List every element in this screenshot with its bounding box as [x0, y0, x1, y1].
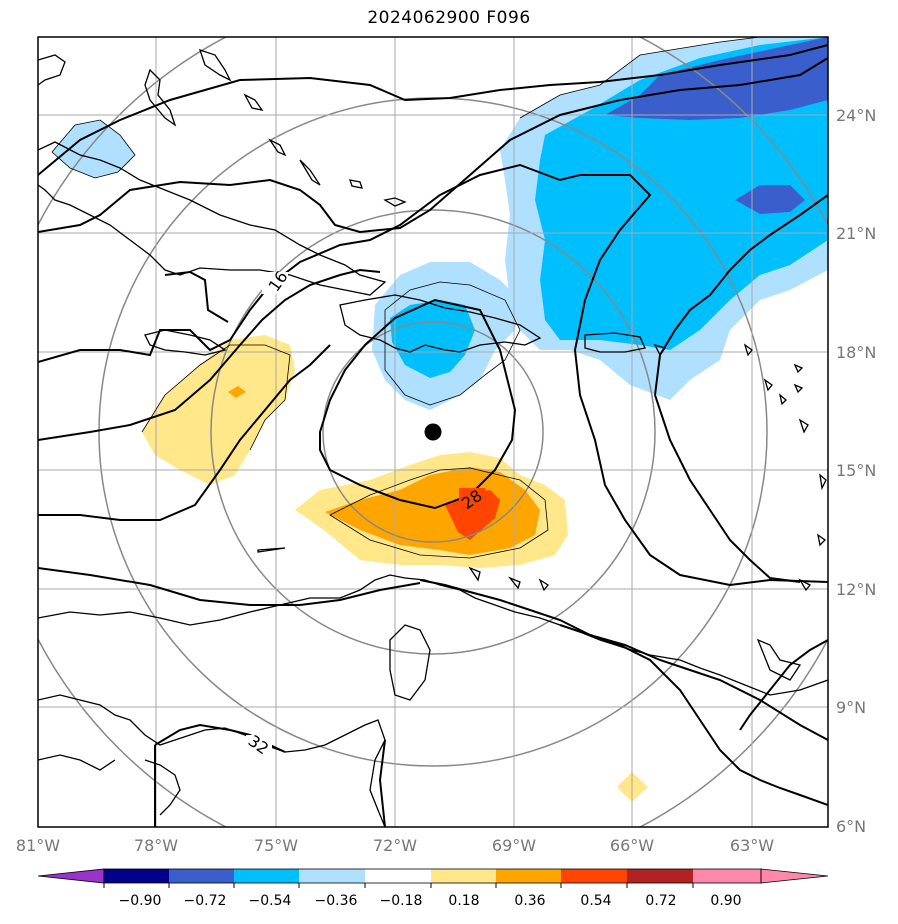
- lon-label-75w: 75°W: [254, 836, 298, 855]
- lat-label-12n: 12°N: [836, 580, 876, 599]
- contour-labels: 16 28 32: [245, 267, 486, 758]
- contour-mid-3: [164, 270, 229, 323]
- coast-cuba: [38, 141, 387, 296]
- colorbar-extend-low: [37, 868, 105, 884]
- positive-region-west: [142, 335, 295, 485]
- contour-mid-1: [38, 163, 828, 587]
- lat-label-18n: 18°N: [836, 343, 876, 362]
- colorbar-tick-1: −0.90: [119, 893, 162, 909]
- coast-florida: [38, 54, 66, 86]
- lat-label-6n: 6°N: [836, 817, 866, 836]
- colorbar-tick-8: 0.54: [580, 893, 611, 909]
- colorbar-tick-4: −0.36: [315, 893, 358, 909]
- positive-region-south-strong: [445, 490, 500, 540]
- lat-axis: 24°N 21°N 18°N 15°N 12°N 9°N 6°N: [836, 106, 876, 836]
- colorbar: −0.90 −0.72 −0.54 −0.36 −0.18 0.18 0.36 …: [37, 868, 829, 909]
- lon-label-78w: 78°W: [134, 836, 178, 855]
- coastlines: [38, 48, 828, 827]
- contour-south-vertical: [378, 739, 386, 827]
- coast-puerto-rico: [584, 332, 646, 353]
- lon-axis: 81°W 78°W 75°W 72°W 69°W 66°W 63°W: [16, 836, 774, 855]
- distance-ring-1: [322, 321, 544, 543]
- colorbar-swatch-6: [431, 869, 496, 883]
- plot-title: 2024062900 F096: [367, 8, 531, 28]
- colorbar-tick-9: 0.72: [645, 893, 676, 909]
- colorbar-tick-3: −0.54: [249, 893, 292, 909]
- lon-label-69w: 69°W: [492, 836, 536, 855]
- contour-south-2: [38, 567, 421, 606]
- contour-ese: [559, 624, 828, 741]
- colorbar-tick-6: 0.18: [448, 893, 479, 909]
- colorbar-extend-high: [760, 868, 829, 884]
- colorbar-tick-5: −0.18: [380, 893, 423, 909]
- lat-label-21n: 21°N: [836, 224, 876, 243]
- positive-small-west: [228, 386, 246, 398]
- contour-north-1: [38, 44, 828, 176]
- anomaly-shading: [52, 37, 828, 802]
- height-contours: [38, 44, 828, 827]
- storm-center-marker: [424, 423, 442, 441]
- contour-mid-2: [38, 268, 381, 441]
- lat-label-24n: 24°N: [836, 106, 876, 125]
- colorbar-swatch-5: [365, 869, 431, 883]
- contour-east-outer: [739, 639, 828, 731]
- colorbar-tick-2: −0.72: [184, 893, 227, 909]
- thin-contours: [51, 37, 761, 559]
- negative-region-hispaniola-mid: [390, 300, 475, 378]
- positive-region-south-mid: [325, 467, 540, 555]
- colorbar-swatch-8: [561, 869, 627, 883]
- distance-ring-2: [210, 209, 656, 655]
- lat-label-15n: 15°N: [836, 461, 876, 480]
- coast-jamaica: [144, 329, 227, 356]
- colorbar-swatch-10: [693, 869, 761, 883]
- contour-se: [419, 579, 828, 806]
- coast-south-america: [257, 547, 286, 553]
- colorbar-swatch-3: [234, 869, 299, 883]
- colorbar-swatch-2: [169, 869, 234, 883]
- map-frame: [37, 36, 829, 828]
- coast-central-america: [38, 694, 386, 827]
- contour-south-1: [38, 344, 331, 521]
- colorbar-swatch-7: [496, 869, 561, 883]
- lon-label-81w: 81°W: [16, 836, 60, 855]
- lon-label-66w: 66°W: [610, 836, 654, 855]
- colorbar-swatch-9: [627, 869, 693, 883]
- colorbar-swatch-4: [299, 869, 365, 883]
- lat-label-9n: 9°N: [836, 698, 866, 717]
- map-area: 16 28 32: [38, 37, 828, 827]
- lon-label-72w: 72°W: [373, 836, 417, 855]
- contour-north-2: [38, 57, 828, 234]
- colorbar-tick-10: 0.90: [710, 893, 741, 909]
- contour-east-2: [654, 394, 801, 583]
- lon-label-63w: 63°W: [730, 836, 774, 855]
- colorbar-swatch-1: [104, 869, 169, 883]
- colorbar-tick-7: 0.36: [514, 893, 545, 909]
- contour-east-1: [654, 194, 828, 396]
- negative-small-nw: [52, 120, 135, 178]
- contour-low-center: [319, 298, 517, 510]
